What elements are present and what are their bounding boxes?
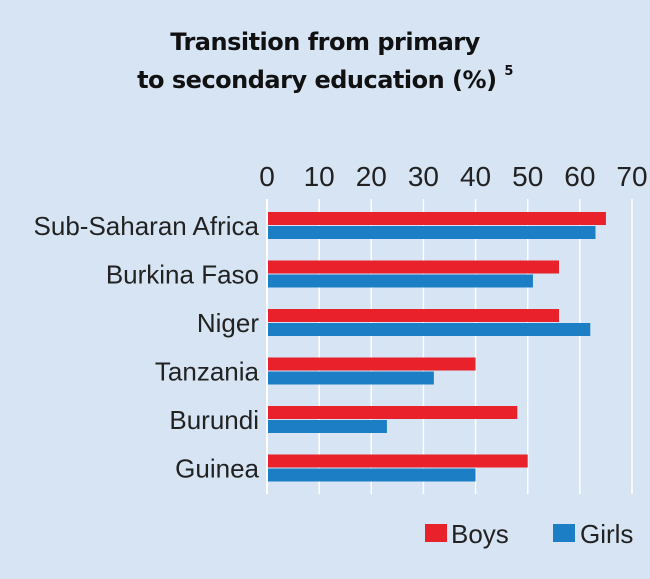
- category-label: Burkina Faso: [106, 260, 259, 290]
- bar-girls: [267, 226, 596, 239]
- x-tick-label: 0: [259, 161, 275, 192]
- bar-boys: [267, 260, 559, 274]
- bar-girls: [267, 371, 434, 385]
- x-tick-label: 70: [616, 161, 647, 192]
- x-tick-label: 30: [408, 161, 439, 192]
- bar-girls: [267, 274, 533, 288]
- bar-boys: [267, 357, 476, 371]
- x-tick-label: 60: [564, 161, 595, 192]
- legend-swatch-girls: [553, 524, 575, 542]
- bar-girls: [267, 323, 591, 336]
- category-label: Niger: [197, 308, 259, 338]
- category-label: Burundi: [169, 405, 259, 435]
- x-tick-label: 20: [356, 161, 387, 192]
- legend-label-boys: Boys: [451, 519, 509, 549]
- category-label: Sub-Saharan Africa: [34, 211, 260, 241]
- category-label: Tanzania: [155, 357, 260, 387]
- bar-boys: [267, 454, 528, 468]
- x-tick-label: 40: [460, 161, 491, 192]
- bar-girls: [267, 468, 476, 482]
- bar-boys: [267, 309, 559, 322]
- category-label: Guinea: [175, 454, 259, 484]
- bar-boys: [267, 212, 606, 225]
- title-footnote-marker: 5: [504, 64, 513, 79]
- chart-title-line-2-text: to secondary education (%): [137, 66, 497, 94]
- legend-label-girls: Girls: [580, 519, 633, 549]
- bar-boys: [267, 406, 518, 419]
- legend-swatch-boys: [425, 524, 447, 542]
- chart-title-line-2: to secondary education (%) 5: [0, 64, 650, 94]
- chart-title-line-1: Transition from primary: [170, 28, 480, 56]
- bar-girls: [267, 420, 387, 433]
- x-tick-label: 50: [512, 161, 543, 192]
- x-tick-label: 10: [304, 161, 335, 192]
